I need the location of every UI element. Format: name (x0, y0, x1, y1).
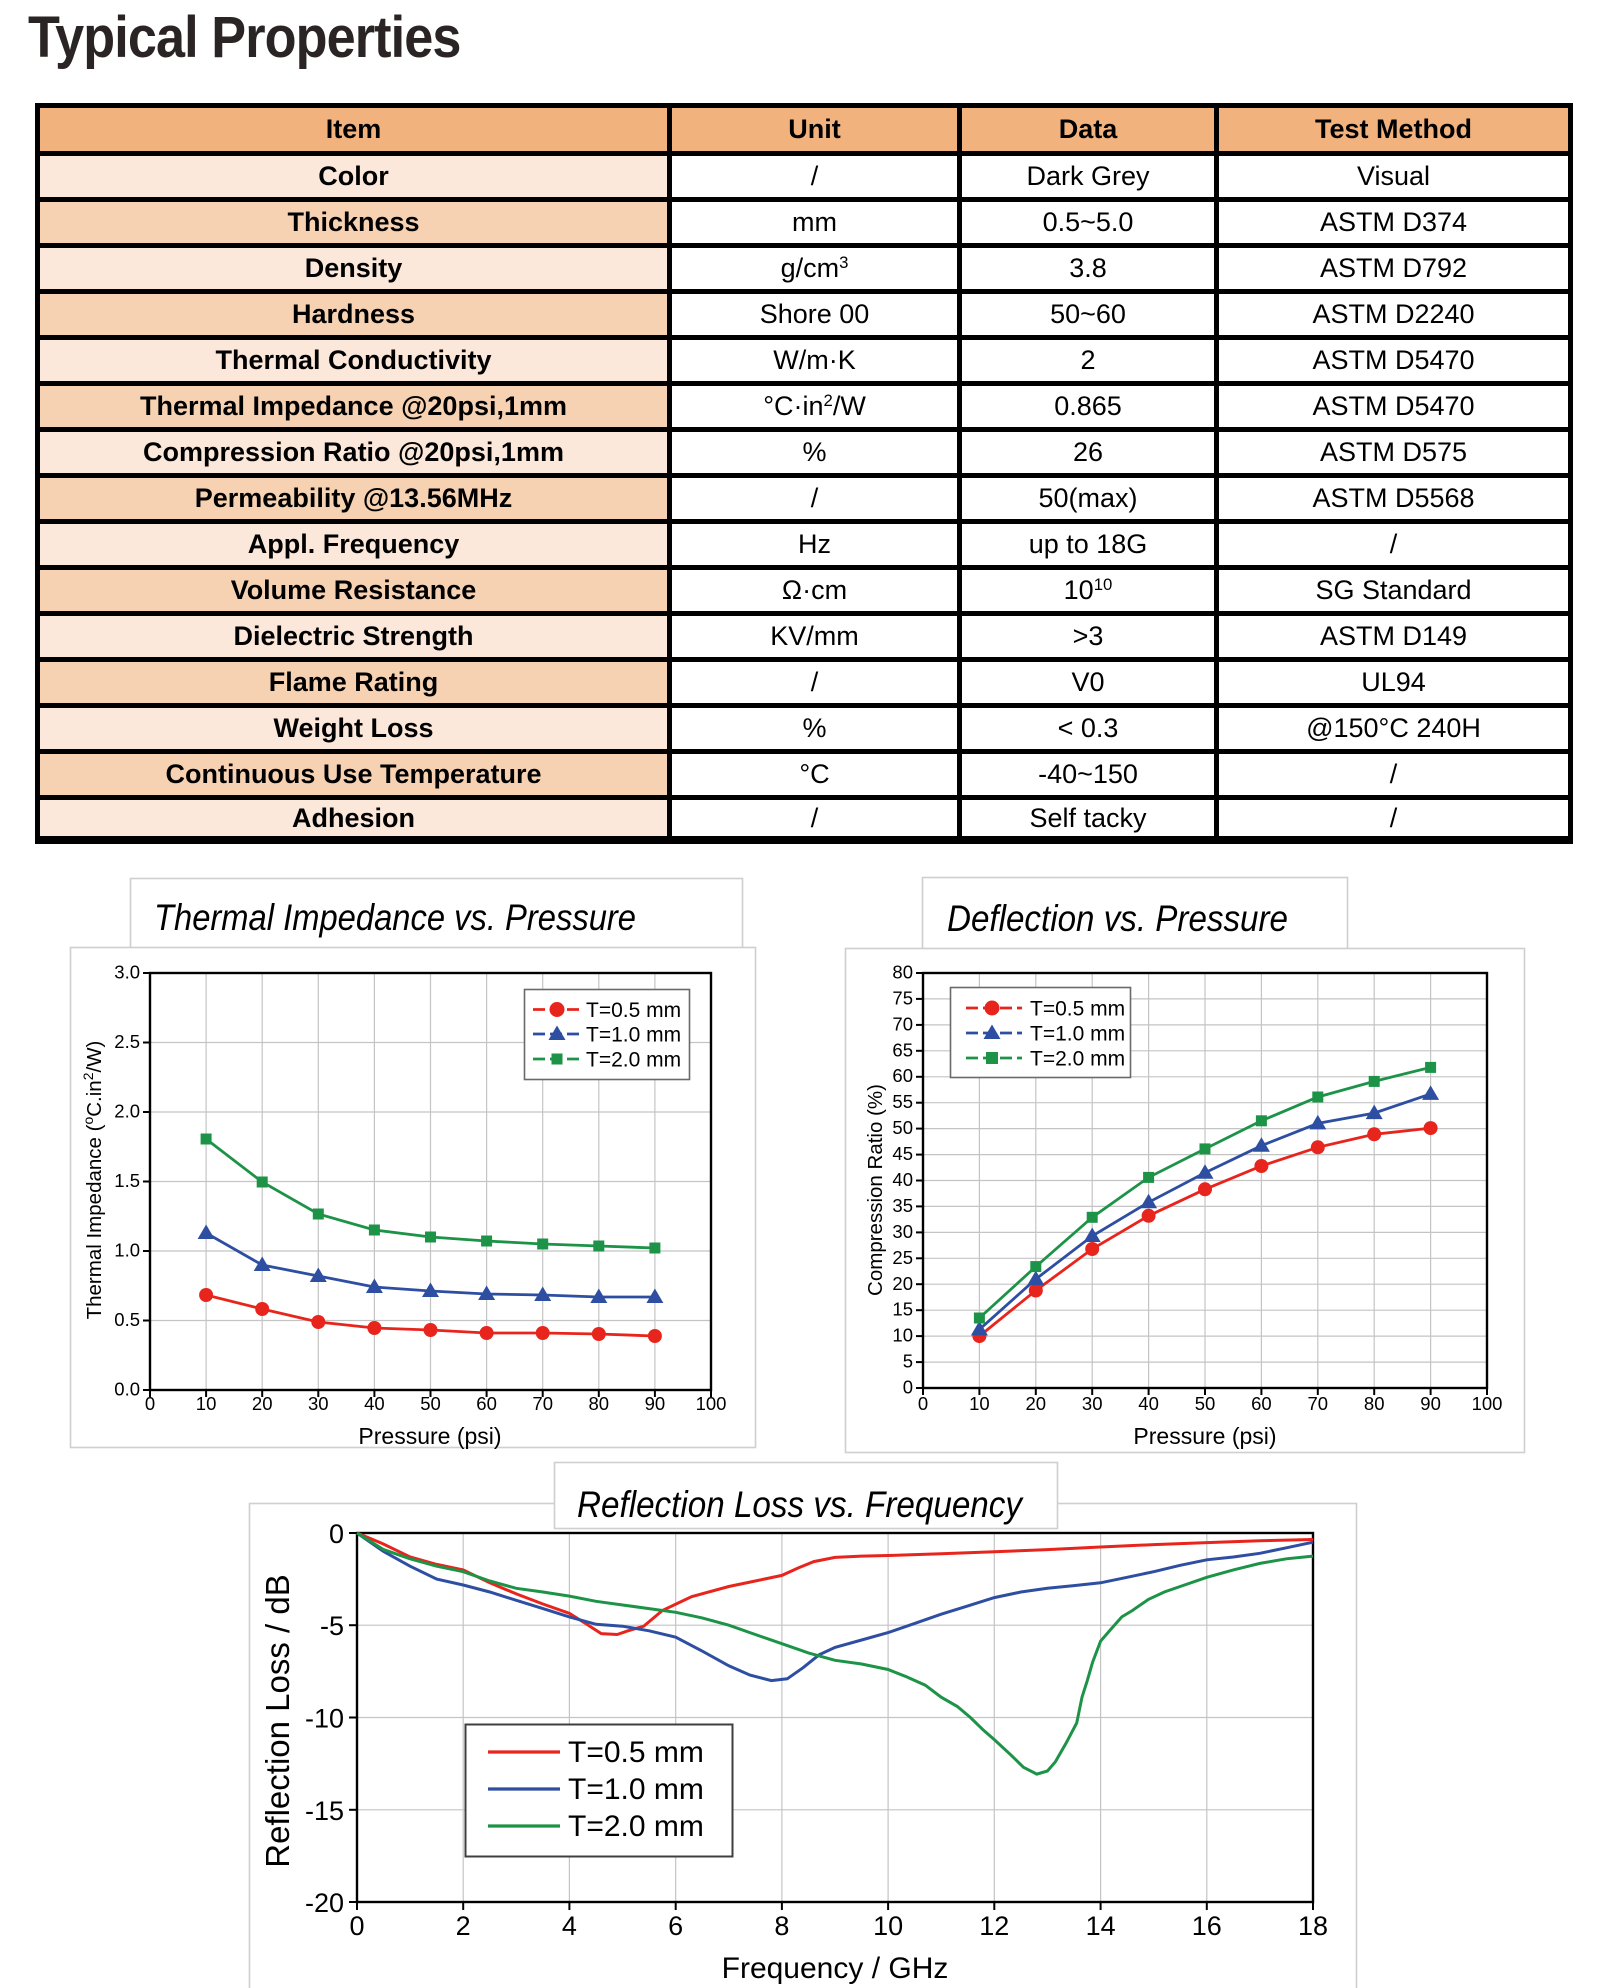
svg-text:1.0: 1.0 (114, 1240, 140, 1261)
svg-text:2.0: 2.0 (114, 1101, 140, 1122)
svg-text:Deflection vs. Pressure: Deflection vs. Pressure (947, 898, 1288, 939)
svg-text:Frequency / GHz: Frequency / GHz (722, 1952, 949, 1985)
svg-text:75: 75 (892, 987, 913, 1008)
svg-text:0: 0 (903, 1377, 913, 1398)
svg-text:70: 70 (1308, 1393, 1329, 1414)
svg-text:T=1.0 mm: T=1.0 mm (586, 1024, 681, 1047)
svg-text:T=1.0 mm: T=1.0 mm (568, 1773, 704, 1806)
svg-text:20: 20 (1026, 1393, 1047, 1414)
svg-text:60: 60 (1251, 1393, 1272, 1414)
svg-text:70: 70 (532, 1393, 553, 1414)
svg-text:25: 25 (892, 1247, 913, 1268)
svg-text:Pressure (psi): Pressure (psi) (1133, 1423, 1276, 1449)
svg-text:60: 60 (892, 1065, 913, 1086)
svg-text:0: 0 (145, 1393, 155, 1414)
svg-text:Compression Ratio (%): Compression Ratio (%) (864, 1084, 887, 1296)
svg-text:10: 10 (196, 1393, 217, 1414)
svg-text:Reflection Loss / dB: Reflection Loss / dB (259, 1574, 296, 1868)
svg-text:16: 16 (1192, 1911, 1222, 1941)
svg-text:45: 45 (892, 1143, 913, 1164)
svg-text:12: 12 (979, 1911, 1009, 1941)
svg-text:60: 60 (476, 1393, 497, 1414)
svg-text:50: 50 (420, 1393, 441, 1414)
svg-text:Reflection Loss vs. Frequency: Reflection Loss vs. Frequency (577, 1484, 1024, 1525)
svg-text:70: 70 (892, 1013, 913, 1034)
svg-text:-10: -10 (305, 1704, 344, 1734)
svg-text:T=0.5 mm: T=0.5 mm (586, 999, 681, 1022)
svg-text:20: 20 (892, 1273, 913, 1294)
svg-text:T=2.0 mm: T=2.0 mm (586, 1049, 681, 1072)
svg-text:6: 6 (668, 1911, 683, 1941)
svg-text:40: 40 (364, 1393, 385, 1414)
svg-text:30: 30 (308, 1393, 329, 1414)
svg-text:3.0: 3.0 (114, 962, 140, 983)
svg-text:40: 40 (892, 1169, 913, 1190)
svg-text:10: 10 (892, 1325, 913, 1346)
svg-text:T=0.5 mm: T=0.5 mm (1030, 998, 1125, 1021)
svg-text:T=2.0 mm: T=2.0 mm (1030, 1048, 1125, 1071)
svg-text:20: 20 (252, 1393, 273, 1414)
svg-text:10: 10 (969, 1393, 990, 1414)
svg-text:80: 80 (892, 962, 913, 983)
svg-text:-5: -5 (320, 1611, 344, 1641)
svg-text:0: 0 (918, 1393, 928, 1414)
svg-text:2: 2 (456, 1911, 471, 1941)
svg-text:90: 90 (1420, 1393, 1441, 1414)
svg-text:0: 0 (329, 1519, 344, 1549)
svg-text:T=2.0 mm: T=2.0 mm (568, 1810, 704, 1843)
svg-text:18: 18 (1298, 1911, 1328, 1941)
svg-text:55: 55 (892, 1091, 913, 1112)
svg-text:15: 15 (892, 1299, 913, 1320)
svg-text:-15: -15 (305, 1796, 344, 1826)
svg-text:T=1.0 mm: T=1.0 mm (1030, 1023, 1125, 1046)
svg-text:100: 100 (1472, 1393, 1503, 1414)
svg-text:0: 0 (349, 1911, 364, 1941)
svg-text:30: 30 (1082, 1393, 1103, 1414)
svg-text:100: 100 (696, 1393, 727, 1414)
svg-text:14: 14 (1086, 1911, 1116, 1941)
svg-text:1.5: 1.5 (114, 1170, 140, 1191)
svg-text:0.0: 0.0 (114, 1379, 140, 1400)
svg-text:2.5: 2.5 (114, 1031, 140, 1052)
svg-text:-20: -20 (305, 1888, 344, 1918)
svg-text:5: 5 (903, 1351, 913, 1372)
svg-text:80: 80 (589, 1393, 610, 1414)
svg-text:4: 4 (562, 1911, 577, 1941)
svg-text:80: 80 (1364, 1393, 1385, 1414)
svg-text:35: 35 (892, 1195, 913, 1216)
svg-text:90: 90 (645, 1393, 666, 1414)
svg-text:30: 30 (892, 1221, 913, 1242)
svg-text:8: 8 (774, 1911, 789, 1941)
svg-text:Thermal Impedance (oC.in2/W): Thermal Impedance (oC.in2/W) (80, 1041, 106, 1320)
svg-text:40: 40 (1138, 1393, 1159, 1414)
svg-text:10: 10 (873, 1911, 903, 1941)
svg-text:65: 65 (892, 1039, 913, 1060)
svg-text:Pressure (psi): Pressure (psi) (358, 1423, 501, 1449)
svg-text:0.5: 0.5 (114, 1309, 140, 1330)
svg-text:Thermal Impedance vs. Pressure: Thermal Impedance vs. Pressure (154, 897, 636, 938)
svg-text:50: 50 (1195, 1393, 1216, 1414)
svg-text:T=0.5 mm: T=0.5 mm (568, 1736, 704, 1769)
svg-text:50: 50 (892, 1117, 913, 1138)
